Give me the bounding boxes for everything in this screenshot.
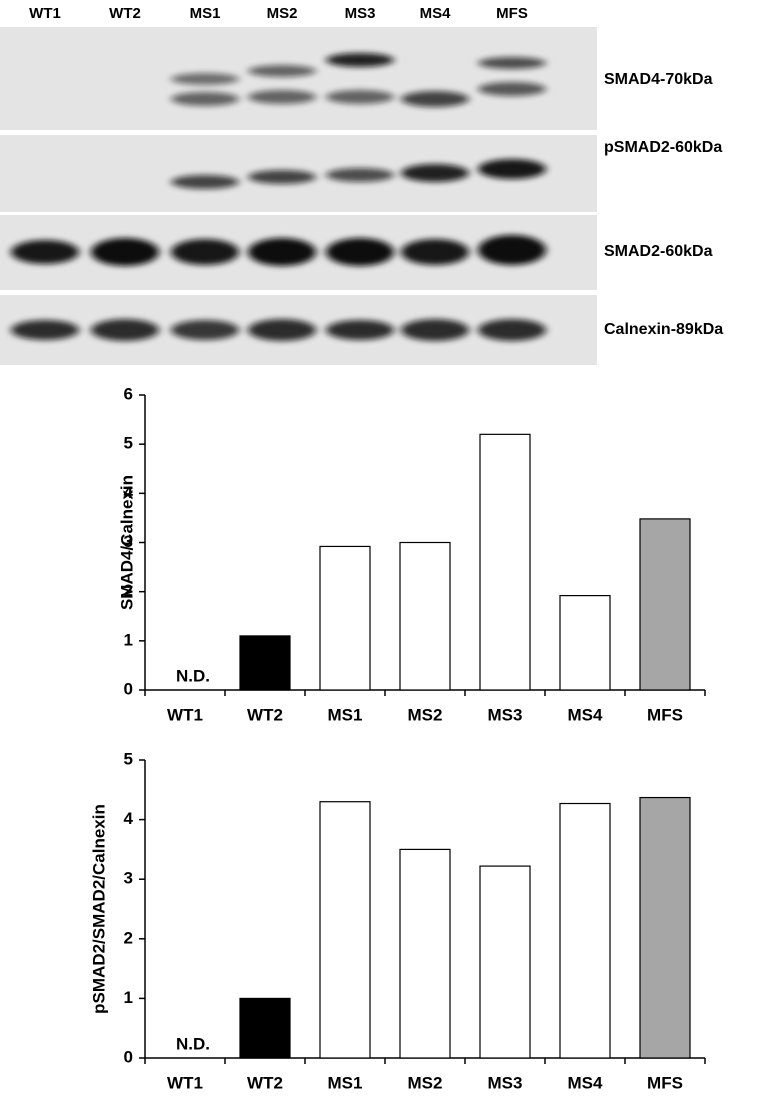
bar <box>559 594 611 691</box>
blot-band <box>248 65 316 77</box>
bar <box>639 796 691 1059</box>
blot-band <box>248 90 316 104</box>
blot-band <box>171 73 239 85</box>
blot-band <box>401 164 469 182</box>
band-label: Calnexin-89kDa <box>604 321 723 338</box>
y-tick-label: 1 <box>124 630 133 649</box>
bar <box>479 865 531 1059</box>
bar <box>479 433 531 691</box>
bar <box>399 848 451 1059</box>
blot-band <box>478 82 546 96</box>
blot-band <box>326 53 394 67</box>
x-tick-label: MS1 <box>328 1073 363 1092</box>
y-tick-label: 1 <box>124 988 133 1007</box>
lane-label: WT1 <box>29 5 61 22</box>
lane-label: WT2 <box>109 5 141 22</box>
y-tick-label: 2 <box>124 581 133 600</box>
value-label: N.D. <box>176 1034 210 1053</box>
y-tick-label: 5 <box>124 749 133 768</box>
x-tick-label: MS3 <box>488 1073 523 1092</box>
y-tick-label: 4 <box>124 809 134 828</box>
x-tick-label: MS2 <box>408 1073 443 1092</box>
blot-band <box>326 320 394 340</box>
y-tick-label: 5 <box>124 434 133 453</box>
bar <box>319 801 371 1059</box>
blot-band <box>91 238 159 266</box>
lane-label: MFS <box>496 5 528 22</box>
x-tick-label: WT2 <box>247 705 283 724</box>
blot-band <box>401 91 469 107</box>
bar <box>239 635 291 691</box>
blot-band <box>171 92 239 106</box>
x-tick-label: WT1 <box>167 705 203 724</box>
blot-band <box>171 239 239 265</box>
lane-label: MS1 <box>190 5 221 22</box>
x-tick-label: MS4 <box>568 1073 604 1092</box>
band-label: pSMAD2-60kDa <box>604 139 722 156</box>
y-axis-label: SMAD4/Calnexin <box>117 475 136 610</box>
y-tick-label: 0 <box>124 1047 133 1066</box>
value-label: N.D. <box>176 666 210 685</box>
blot-band <box>248 238 316 266</box>
x-tick-label: MFS <box>647 1073 683 1092</box>
x-tick-label: MS1 <box>328 705 363 724</box>
blot-band <box>478 57 546 69</box>
blot-band <box>326 168 394 182</box>
y-tick-label: 3 <box>124 869 133 888</box>
blot-band <box>478 159 546 179</box>
bar <box>639 518 691 691</box>
blot-band <box>326 238 394 266</box>
bar <box>559 802 611 1059</box>
y-tick-label: 0 <box>124 679 133 698</box>
bar <box>319 545 371 691</box>
y-tick-label: 4 <box>124 483 134 502</box>
y-tick-label: 2 <box>124 928 133 947</box>
blot-band <box>91 319 159 341</box>
bar <box>239 997 291 1059</box>
blot-band <box>401 319 469 341</box>
x-tick-label: MS4 <box>568 705 604 724</box>
blot-band <box>11 320 79 340</box>
y-axis-label: pSMAD2/SMAD2/Calnexin <box>89 804 108 1014</box>
x-tick-label: MFS <box>647 705 683 724</box>
blot-band <box>478 319 546 341</box>
lane-label: MS3 <box>345 5 376 22</box>
blot-panel <box>0 27 597 130</box>
blot-band <box>248 319 316 341</box>
y-tick-label: 3 <box>124 532 133 551</box>
blot-band <box>248 170 316 184</box>
band-label: SMAD2-60kDa <box>604 243 713 260</box>
lane-label: MS4 <box>420 5 452 22</box>
y-tick-label: 6 <box>124 384 133 403</box>
bar <box>399 541 451 691</box>
blot-band <box>171 320 239 340</box>
blot-band <box>171 175 239 189</box>
blot-band <box>326 90 394 104</box>
x-tick-label: MS3 <box>488 705 523 724</box>
blot-band <box>478 235 546 265</box>
blot-band <box>11 240 79 264</box>
x-tick-label: MS2 <box>408 705 443 724</box>
x-tick-label: WT1 <box>167 1073 203 1092</box>
band-label: SMAD4-70kDa <box>604 71 713 88</box>
lane-label: MS2 <box>267 5 298 22</box>
blot-band <box>401 239 469 265</box>
x-tick-label: WT2 <box>247 1073 283 1092</box>
